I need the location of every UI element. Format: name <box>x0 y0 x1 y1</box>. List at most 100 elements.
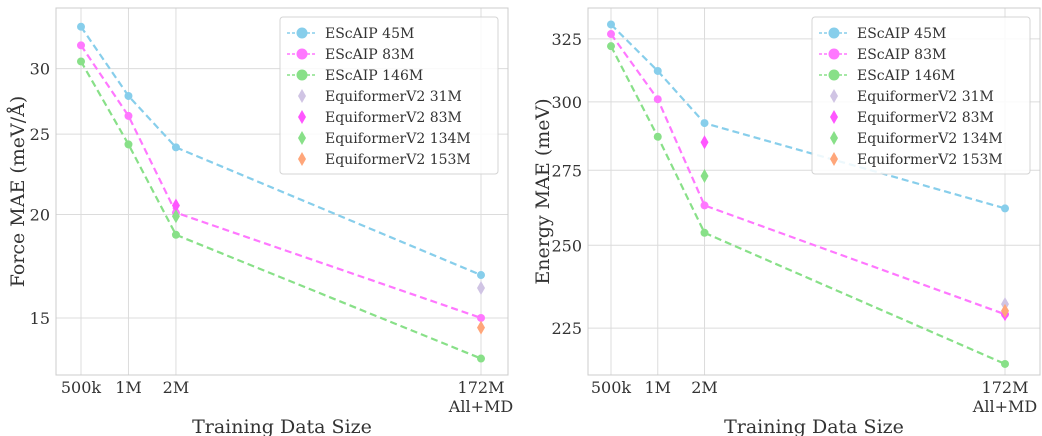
legend-label: EquiformerV2 153M <box>325 152 471 168</box>
legend-swatch-marker <box>830 152 838 166</box>
data-point-diamond <box>171 209 180 224</box>
legend-label: EquiformerV2 134M <box>325 131 471 147</box>
y-tick-label: 300 <box>551 93 582 112</box>
series-escaip-45m <box>77 22 485 280</box>
legend-label: EScAIP 146M <box>857 68 955 84</box>
data-point-diamond <box>700 169 709 184</box>
x-tick-label: 2M <box>163 378 190 397</box>
series-line <box>610 33 1006 316</box>
series-escaip-146m <box>607 42 1009 368</box>
data-point-diamond <box>700 135 709 150</box>
x-tick-label: 172M <box>458 378 505 397</box>
x-tick-label-secondary: All+MD <box>448 397 513 416</box>
x-axis-label: Training Data Size <box>192 416 372 436</box>
data-point <box>171 143 180 152</box>
x-tick-label: 500k <box>61 378 102 397</box>
legend: EScAIP 45M EScAIP 83M EScAIP 146M Equiforme… <box>279 16 499 175</box>
y-tick-label: 275 <box>551 161 582 180</box>
legend-label: EquiformerV2 31M <box>857 89 994 105</box>
series-line <box>610 45 1006 365</box>
series-line <box>80 26 482 277</box>
legend: EScAIP 45M EScAIP 83M EScAIP 146M Equiforme… <box>811 16 1031 175</box>
data-point <box>607 20 615 29</box>
legend-swatch-marker <box>828 69 840 81</box>
y-tick-label: 30 <box>30 60 50 79</box>
data-point <box>477 271 485 280</box>
y-tick-label: 20 <box>30 205 50 224</box>
data-point <box>653 95 662 104</box>
data-point-diamond <box>477 281 485 296</box>
legend-label: EScAIP 45M <box>325 26 414 42</box>
data-point <box>477 313 485 322</box>
data-point <box>1001 359 1009 368</box>
data-point <box>653 132 662 141</box>
x-tick-label: 500k <box>591 378 632 397</box>
data-point-diamond <box>477 320 485 335</box>
series-equiformerv2-134m <box>700 169 709 184</box>
legend-swatch-marker <box>296 48 308 60</box>
series-equiformerv2-31m <box>477 281 485 296</box>
legend-label: EScAIP 83M <box>325 47 414 63</box>
data-point <box>700 228 709 237</box>
y-axis-label: Energy MAE (meV) <box>532 98 554 284</box>
legend-swatch-marker <box>830 110 838 124</box>
legend-swatch-marker <box>298 131 306 145</box>
data-point <box>124 91 133 100</box>
series-line <box>80 60 482 360</box>
x-tick-label-secondary: All+MD <box>972 397 1037 416</box>
y-tick-label: 225 <box>551 319 582 338</box>
legend-swatch-marker <box>298 89 306 103</box>
data-point-diamond <box>1001 303 1009 318</box>
x-axis-label: Training Data Size <box>724 416 904 436</box>
y-tick-label: 325 <box>551 30 582 49</box>
legend-swatch-marker <box>298 152 306 166</box>
y-axis-label: Force MAE (meV/Å) <box>7 96 29 288</box>
legend-swatch-marker <box>828 48 840 60</box>
legend-swatch-marker <box>296 27 308 39</box>
legend-box <box>279 16 499 175</box>
legend-swatch-marker <box>296 69 308 81</box>
series-equiformerv2-153m <box>477 320 485 335</box>
series-equiformerv2-83m <box>171 198 180 213</box>
data-point <box>607 30 615 39</box>
legend-swatch-marker <box>298 110 306 124</box>
series-equiformerv2-134m <box>171 209 180 224</box>
data-point <box>77 41 85 50</box>
data-point <box>171 230 180 239</box>
y-tick-label: 25 <box>30 125 50 144</box>
data-point <box>607 42 615 51</box>
data-point <box>1001 204 1009 213</box>
legend-label: EquiformerV2 153M <box>857 152 1003 168</box>
legend-label: EquiformerV2 134M <box>857 131 1003 147</box>
plot-frame <box>587 7 1041 376</box>
data-point <box>77 57 85 66</box>
data-point <box>653 66 662 75</box>
x-tick-label: 172M <box>982 378 1029 397</box>
data-point <box>477 354 485 363</box>
data-point <box>77 22 85 31</box>
series-line <box>80 44 482 319</box>
data-point-diamond <box>171 198 180 213</box>
legend-label: EScAIP 83M <box>857 47 946 63</box>
data-point <box>124 111 133 120</box>
legend-swatch-marker <box>830 89 838 103</box>
data-point <box>124 140 133 149</box>
legend-swatch-marker <box>830 131 838 145</box>
data-point <box>700 201 709 210</box>
legend-label: EquiformerV2 83M <box>857 110 994 126</box>
legend-label: EquiformerV2 83M <box>325 110 462 126</box>
legend-label: EScAIP 146M <box>325 68 423 84</box>
legend-box <box>811 16 1031 175</box>
series-escaip-146m <box>77 57 485 363</box>
x-tick-label: 1M <box>644 378 671 397</box>
data-point <box>700 119 709 128</box>
series-equiformerv2-153m <box>1001 303 1009 318</box>
legend-swatch-marker <box>828 27 840 39</box>
x-tick-label: 1M <box>115 378 142 397</box>
y-tick-label: 15 <box>30 309 50 328</box>
plot-frame <box>55 7 509 376</box>
y-tick-label: 250 <box>551 236 582 255</box>
